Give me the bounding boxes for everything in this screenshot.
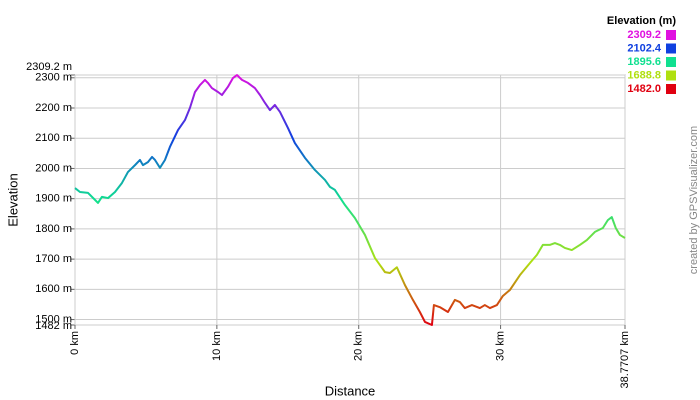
y-tick-label: 1900 m [35,193,72,205]
legend-swatch [666,57,676,67]
x-tick-label: 38.7707 km [619,331,631,388]
y-axis-title: Elevation [5,173,20,226]
y-tick-label: 2200 m [35,102,72,114]
y-tick-label: 1500 m [35,313,72,325]
legend-label: 1895.6 [627,56,661,68]
y-tick-label: 2100 m [35,132,72,144]
elevation-line [74,74,626,326]
x-tick-label: 20 km [353,331,365,361]
y-tick-label: 1700 m [35,253,72,265]
x-tick-label: 30 km [494,331,506,361]
x-axis-title: Distance [325,383,376,398]
credit: created by GPSVisualizer.com [688,126,700,274]
x-tick-label: 10 km [211,331,223,361]
legend-label: 2309.2 [627,29,661,41]
legend-swatch [666,30,676,40]
legend-swatch [666,84,676,94]
legend-label: 1688.8 [627,69,661,81]
plot-area [74,74,626,326]
y-tick-label: 2300 m [35,72,72,84]
y-tick-label: 2309.2 m [26,61,72,73]
y-tick-label: 1482 m [35,320,72,332]
legend-label: 2102.4 [627,42,662,54]
y-tick-label: 1800 m [35,223,72,235]
legend-swatch [666,43,676,54]
x-tick-label: 0 km [69,331,81,355]
y-tick-label: 1600 m [35,283,72,295]
legend-label: 1482.0 [627,83,661,95]
legend-swatch [666,70,676,81]
y-tick-label: 2000 m [35,162,72,174]
legend-title: Elevation (m) [607,15,676,27]
